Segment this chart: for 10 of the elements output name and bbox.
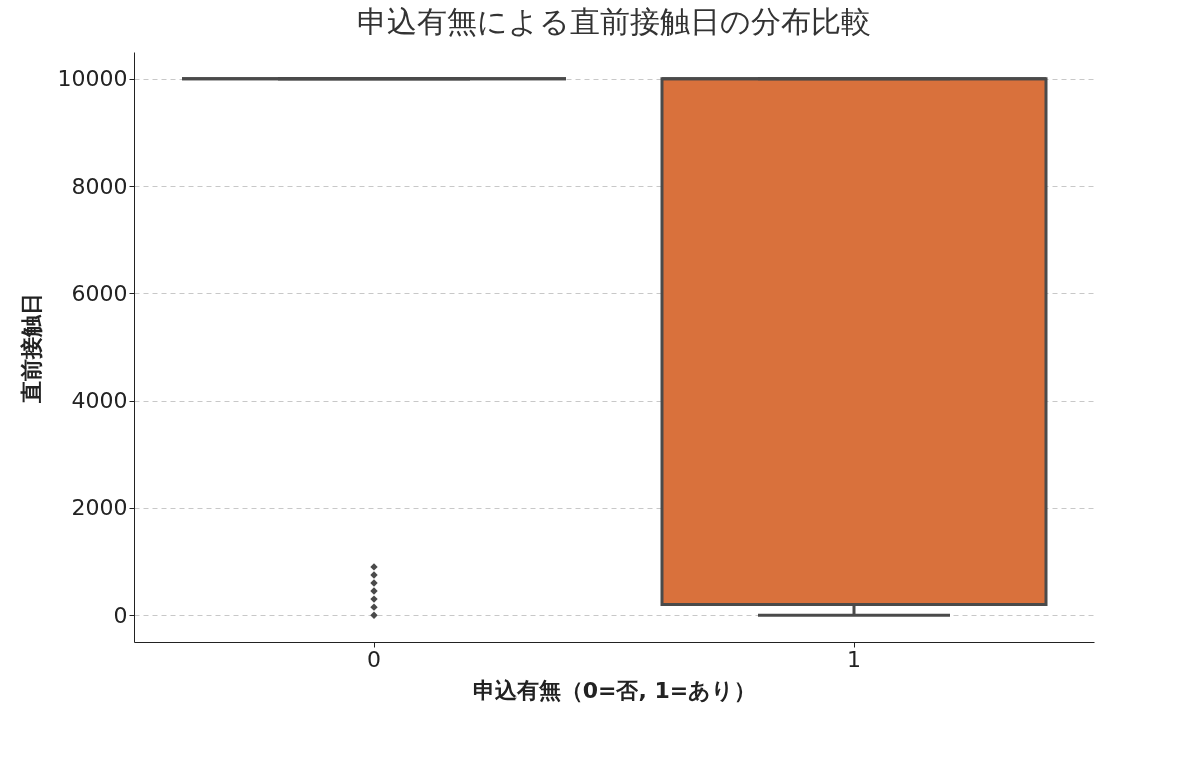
y-tick-label: 4000 <box>71 388 128 414</box>
x-tick-label: 1 <box>847 646 861 672</box>
y-tick-label: 10000 <box>57 66 128 92</box>
y-tick-label: 2000 <box>71 495 128 521</box>
x-axis-title: 申込有無（0=否, 1=あり） <box>472 677 757 703</box>
y-tick-label: 8000 <box>71 173 128 199</box>
chart-title: 申込有無による直前接触日の分布比較 <box>357 4 871 39</box>
y-tick-label: 6000 <box>71 280 128 306</box>
y-tick-label: 0 <box>113 602 128 628</box>
y-axis-title: 直前接触日 <box>18 292 44 404</box>
